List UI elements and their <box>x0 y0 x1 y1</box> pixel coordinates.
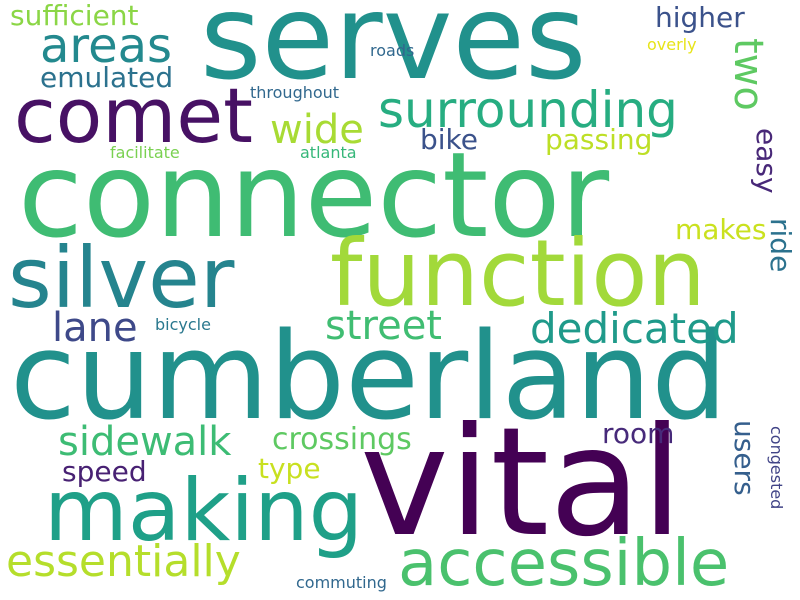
word-roads: roads <box>370 41 415 60</box>
word-wide: wide <box>270 107 364 153</box>
word-surrounding: surrounding <box>378 81 678 139</box>
word-connector: connector <box>18 126 610 264</box>
word-speed: speed <box>62 455 147 488</box>
word-accessible: accessible <box>398 527 730 600</box>
word-higher: higher <box>655 1 745 34</box>
word-cumberland: cumberland <box>10 308 728 447</box>
word-essentially: essentially <box>6 536 241 587</box>
word-passing: passing <box>545 123 653 156</box>
word-crossings: crossings <box>272 422 412 457</box>
word-silver: silver <box>8 229 235 327</box>
word-serves: serves <box>200 0 587 106</box>
word-comet: comet <box>14 71 253 160</box>
word-facilitate: facilitate <box>110 143 180 162</box>
word-congested: congested <box>767 426 786 510</box>
word-room: room <box>602 417 675 450</box>
word-commuting: commuting <box>296 573 387 592</box>
word-atlanta: atlanta <box>300 143 357 162</box>
word-ride: ride <box>764 218 797 273</box>
word-bike: bike <box>420 123 478 156</box>
word-vital: vital <box>360 396 683 570</box>
word-overly: overly <box>647 35 697 54</box>
word-function: function <box>330 220 706 327</box>
word-bicycle: bicycle <box>155 315 211 334</box>
word-areas: areas <box>40 18 173 74</box>
word-users: users <box>728 420 761 496</box>
word-two: two <box>725 38 771 111</box>
word-dedicated: dedicated <box>530 304 739 353</box>
word-sidewalk: sidewalk <box>58 419 232 465</box>
word-street: street <box>325 303 442 349</box>
word-throughout: throughout <box>250 83 340 102</box>
word-sufficient: sufficient <box>10 0 139 32</box>
word-makes: makes <box>675 213 767 246</box>
word-lane: lane <box>52 305 138 351</box>
word-emulated: emulated <box>40 61 174 94</box>
word-making: making <box>44 461 364 561</box>
word-type: type <box>258 452 321 485</box>
word-easy: easy <box>750 128 783 194</box>
